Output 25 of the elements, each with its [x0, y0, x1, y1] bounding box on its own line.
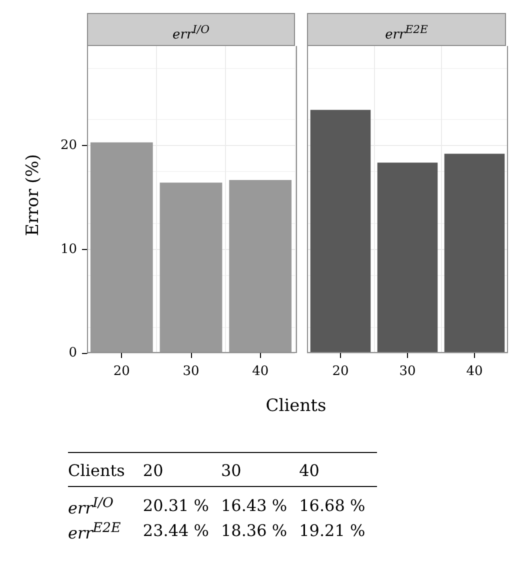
category-label: 20: [142, 461, 164, 480]
x-tick-label: 20: [332, 364, 349, 379]
y-tick-label: 20: [60, 138, 77, 154]
text: 16.43 %: [220, 495, 288, 516]
text: 23.44 %: [142, 520, 210, 542]
y-tick-label: 10: [60, 242, 77, 257]
chart-title: err$^{E2E}$: [307, 13, 506, 46]
chart-title: err$^{E2E}$: [68, 521, 121, 543]
x-tick-label: 40: [252, 364, 269, 379]
chart-title: err$^{I/O}$: [87, 13, 295, 46]
chart-title: err$^{I/O}$: [68, 496, 114, 518]
y-tick-label: 0: [68, 346, 77, 360]
x-tick-label: 20: [113, 364, 130, 379]
x-tick-label: 30: [399, 364, 416, 379]
text: Clients: [68, 461, 125, 480]
text: 20.31 %: [142, 495, 210, 516]
y-axis-title: Error (%): [23, 153, 43, 238]
x-tick-label: 30: [182, 364, 200, 379]
x-tick-label: 40: [466, 364, 483, 379]
text: 16.68 %: [299, 495, 366, 516]
category-label: 40: [299, 461, 320, 480]
text: 19.21 %: [299, 520, 366, 542]
category-label: 30: [220, 461, 242, 480]
x-axis-title: Clients: [264, 396, 328, 416]
text: 18.36 %: [220, 520, 288, 542]
